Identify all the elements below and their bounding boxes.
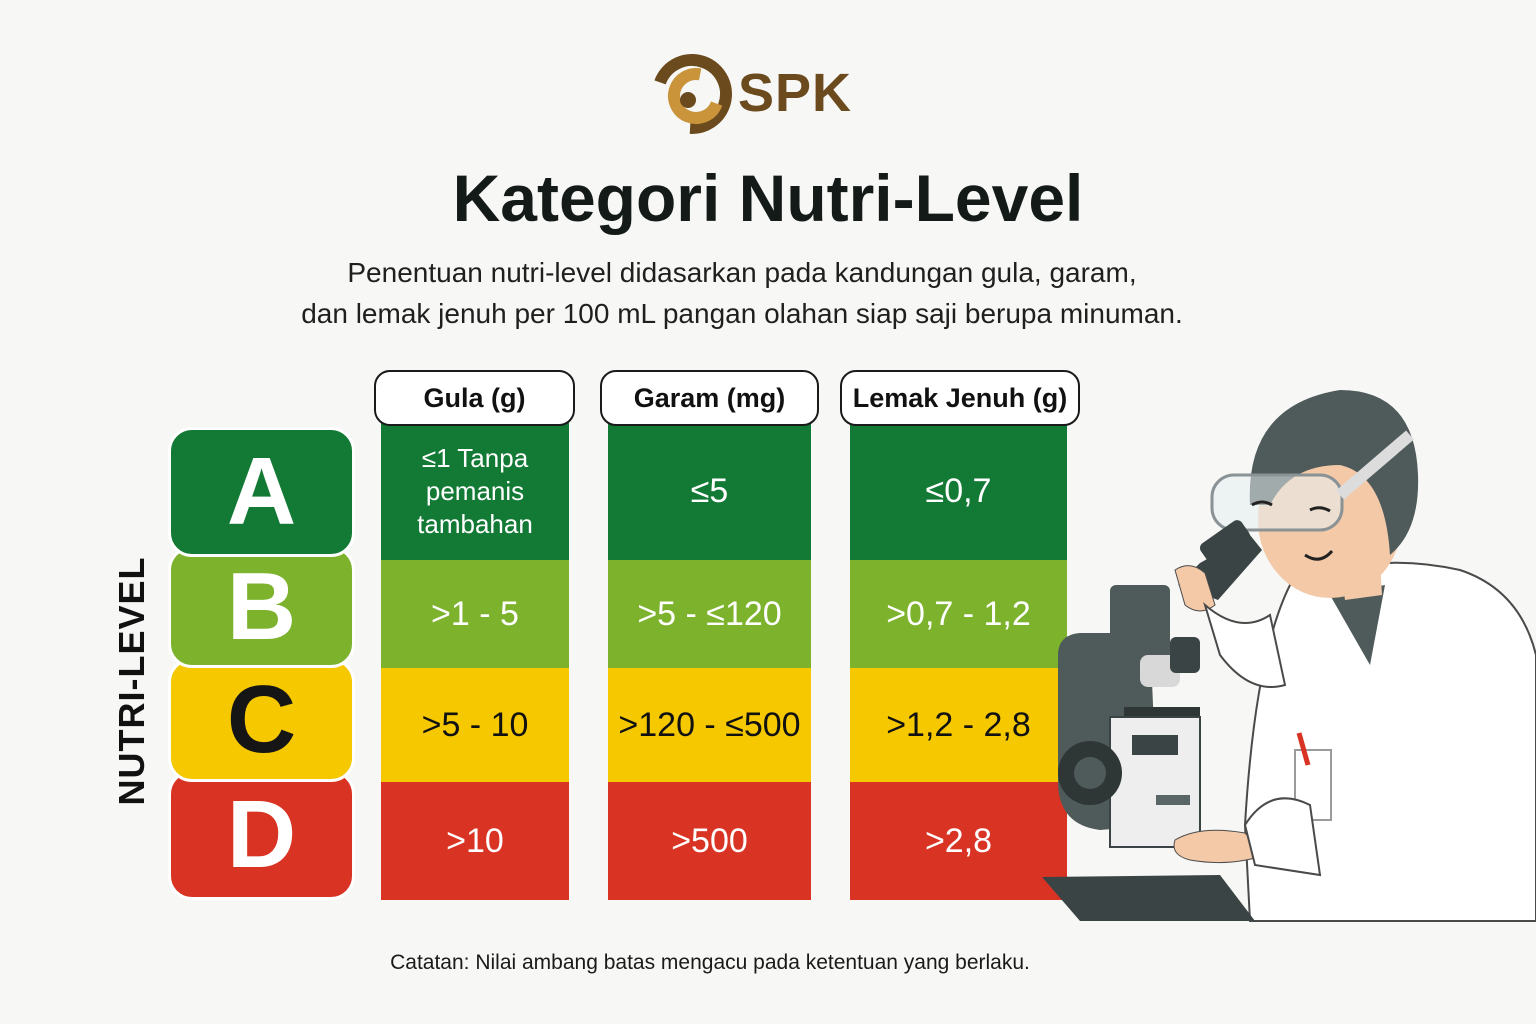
left-hand [1173, 829, 1266, 864]
column-header-garam: Garam (mg) [600, 370, 819, 426]
nutri-level-axis-label: NUTRI-LEVEL [111, 545, 152, 817]
cell-d-garam: >500 [608, 782, 811, 900]
cell-b-lemak: >0,7 - 1,2 [850, 560, 1067, 668]
subtitle: Penentuan nutri-level didasarkan pada ka… [0, 252, 1484, 334]
column-header-lemak-jenuh: Lemak Jenuh (g) [840, 370, 1080, 426]
cell-a-lemak: ≤0,7 [850, 422, 1067, 560]
cell-a-garam: ≤5 [608, 422, 811, 560]
cell-a-gula: ≤1 Tanpa pemanis tambahan [381, 422, 569, 560]
page-title: Kategori Nutri-Level [452, 161, 1084, 235]
cell-a-gula-line-2: pemanis [425, 475, 525, 506]
cell-b-garam: >5 - ≤120 [608, 560, 811, 668]
spk-logo: SPK [652, 48, 882, 138]
cell-c-gula: >5 - 10 [381, 668, 569, 782]
cell-d-gula: >10 [381, 782, 569, 900]
scientist-illustration [1042, 390, 1536, 922]
right-hand [1174, 565, 1216, 612]
grade-b-badge: B [168, 546, 355, 668]
cell-d-lemak: >2,8 [850, 782, 1067, 900]
grade-d-badge: D [168, 770, 355, 900]
column-header-gula: Gula (g) [374, 370, 575, 426]
cell-a-gula-line-3: tambahan [417, 508, 533, 539]
microscope-stage [1124, 707, 1200, 717]
subtitle-line-1: Penentuan nutri-level didasarkan pada ka… [347, 257, 1137, 288]
cell-c-garam: >120 - ≤500 [608, 668, 811, 782]
grade-c-badge: C [168, 658, 355, 782]
cell-c-lemak: >1,2 - 2,8 [850, 668, 1067, 782]
axis-label-text: NUTRI-LEVEL [111, 556, 152, 806]
cell-b-gula: >1 - 5 [381, 560, 569, 668]
subtitle-line-2: dan lemak jenuh per 100 mL pangan olahan… [301, 298, 1183, 329]
spk-swirl-icon [652, 54, 732, 134]
cell-a-gula-line-1: ≤1 Tanpa [421, 442, 529, 473]
grade-a-badge: A [168, 427, 355, 557]
goggles [1210, 473, 1344, 532]
footnote: Catatan: Nilai ambang batas mengacu pada… [390, 951, 1030, 974]
logo-text: SPK [738, 63, 853, 123]
microscope-base [1042, 875, 1255, 921]
hair-cap [1249, 390, 1419, 555]
shirt [1330, 585, 1385, 665]
